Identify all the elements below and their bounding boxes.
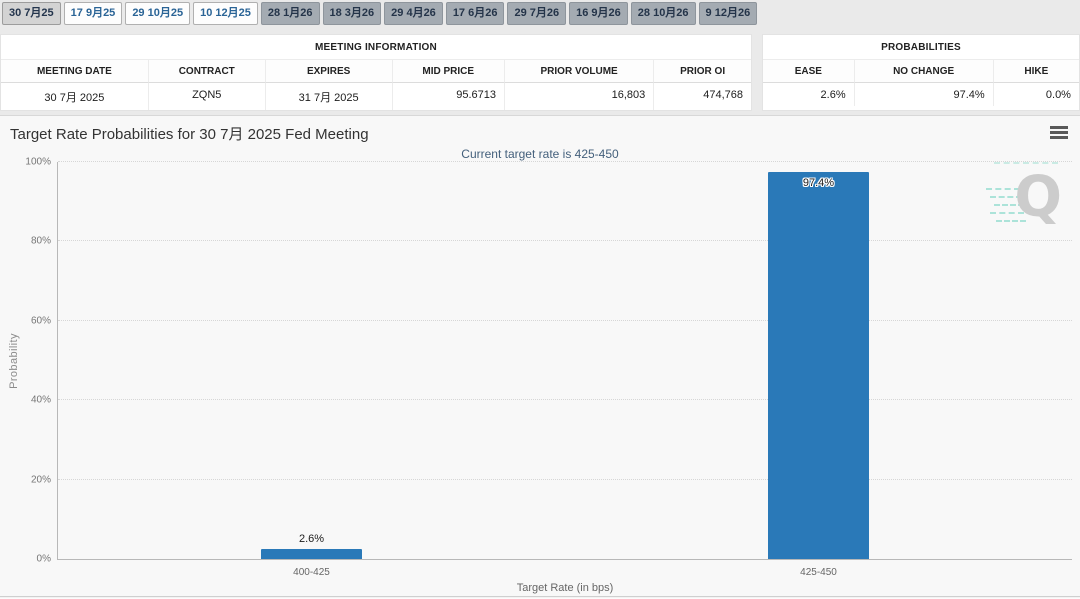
y-axis-tick: 40% (30, 394, 51, 406)
gridline (58, 399, 1072, 401)
chart-subtitle: Current target rate is 425-450 (461, 147, 619, 161)
bar-value-label: 2.6% (298, 532, 325, 545)
table-header-cell: MEETING DATE (1, 60, 149, 83)
y-axis-tick: 20% (30, 474, 51, 486)
meeting-tab[interactable]: 29 7月26 (507, 2, 567, 25)
x-axis-category: 425-450 (800, 567, 837, 578)
meeting-info-header-row: MEETING DATE CONTRACT EXPIRES MID PRICE PRIO… (1, 60, 751, 83)
meeting-tab[interactable]: 30 7月25 (2, 2, 61, 25)
meeting-tab[interactable]: 9 12月26 (698, 2, 758, 25)
probabilities-title: PROBABILITIES (763, 35, 1079, 60)
table-header-cell: MID PRICE (392, 60, 505, 83)
table-value-cell: 16,803 (505, 83, 655, 110)
gridline (58, 319, 1072, 321)
plot-area: Target Rate (in bps) 0% 20% 40% 60% 80% 100% 2… (25, 157, 1072, 594)
table-value-cell: 97.4% (855, 83, 994, 106)
chart-title: Target Rate Probabilities for 30 7月 2025… (10, 126, 369, 143)
gridline (58, 240, 1072, 242)
table-header-cell: CONTRACT (148, 60, 266, 83)
table-value-cell: ZQN5 (149, 83, 266, 110)
y-axis-tick: 100% (25, 156, 51, 168)
y-axis-label: Probability (8, 333, 21, 389)
chart-bar-400-425: 2.6% (260, 533, 363, 559)
meeting-info-title: MEETING INFORMATION (1, 35, 751, 60)
table-value-cell: 0.0% (1045, 89, 1071, 101)
table-value-cell: 30 7月 2025 (1, 83, 149, 110)
table-value-cell: 95.6713 (393, 83, 505, 110)
meeting-tab[interactable]: 16 9月26 (569, 2, 628, 25)
probabilities-table: PROBABILITIES EASE NO CHANGE HIKE 2.6% 97.4… (762, 34, 1080, 111)
table-header-cell: HIKE (993, 60, 1079, 83)
bottom-strip (0, 597, 1080, 599)
gridline (58, 161, 1072, 162)
meeting-info-value-row: 30 7月 2025 ZQN5 31 7月 2025 95.6713 16,803 474… (1, 83, 751, 110)
x-axis-category: 400-425 (293, 567, 330, 578)
meeting-tab[interactable]: 18 3月26 (322, 2, 382, 25)
chart-panel: Target Rate Probabilities for 30 7月 2025… (0, 115, 1080, 597)
chart-bar-425-450: 97.4% (767, 172, 870, 559)
table-header-cell: EASE (763, 60, 855, 83)
table-header-cell: PRIOR OI (654, 60, 751, 83)
table-header-cell: PRIOR VOLUME (505, 60, 655, 83)
table-value-cell: 474,768 (703, 89, 743, 101)
meeting-tab-bar: 30 7月25 17 9月25 29 10月25 10 12月25 28 1月26 18 … (0, 0, 1080, 25)
probabilities-header-row: EASE NO CHANGE HIKE (763, 60, 1079, 83)
meeting-tab[interactable]: 17 6月26 (445, 2, 505, 25)
y-axis-tick: 0% (36, 553, 51, 565)
hamburger-menu-icon[interactable] (1050, 123, 1068, 144)
summary-tables: MEETING INFORMATION MEETING DATE CONTRACT… (0, 34, 1080, 111)
meeting-info-table: MEETING INFORMATION MEETING DATE CONTRACT… (0, 34, 752, 111)
meeting-tab[interactable]: 28 10月26 (630, 2, 696, 25)
bar-value-label: 97.4% (802, 177, 835, 190)
meeting-tab[interactable]: 29 10月25 (125, 2, 191, 25)
meeting-tab[interactable]: 28 1月26 (260, 2, 320, 25)
x-axis-title: Target Rate (in bps) (516, 582, 614, 594)
table-value-cell: 31 7月 2025 (266, 83, 393, 110)
meeting-tab[interactable]: 10 12月25 (193, 2, 258, 25)
y-axis-tick: 80% (30, 235, 51, 247)
probabilities-value-row: 2.6% 97.4% 0.0% (763, 83, 1079, 106)
gridline (58, 478, 1072, 480)
meeting-tab[interactable]: 17 9月25 (63, 2, 123, 25)
meeting-tab[interactable]: 29 4月26 (384, 2, 443, 25)
y-axis-tick: 60% (30, 315, 51, 327)
table-header-cell: EXPIRES (265, 60, 393, 83)
table-header-cell: NO CHANGE (854, 60, 994, 83)
table-value-cell: 2.6% (763, 83, 855, 106)
